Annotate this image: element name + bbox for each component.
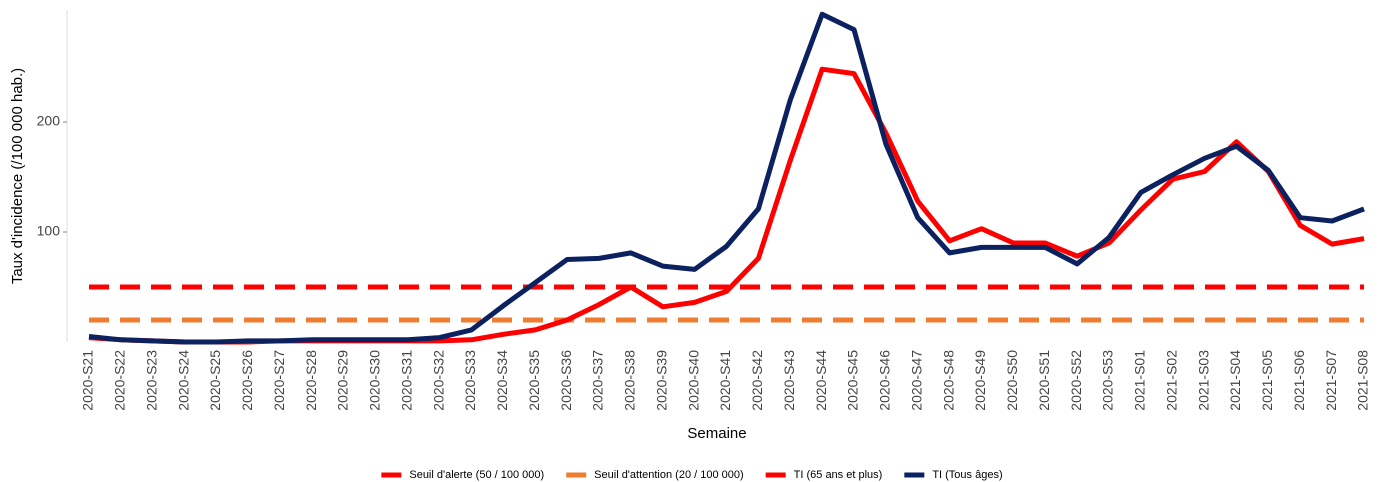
- y-tick-label: 100: [37, 223, 61, 239]
- x-tick-label: 2020-S23: [143, 350, 159, 411]
- x-tick-label: 2020-S51: [1036, 350, 1052, 411]
- legend-label: TI (65 ans et plus): [794, 469, 883, 481]
- y-axis-title: Taux d'incidence (/100 000 hab.): [9, 68, 26, 284]
- x-tick-label: 2020-S39: [653, 350, 669, 411]
- x-tick-label: 2020-S21: [80, 350, 96, 411]
- x-tick-label: 2020-S42: [749, 350, 765, 411]
- x-tick-label: 2020-S33: [462, 350, 478, 411]
- y-tick-label: 200: [37, 113, 61, 129]
- x-tick-label: 2020-S34: [494, 350, 510, 411]
- x-tick-label: 2020-S29: [335, 350, 351, 411]
- legend-label: Seuil d'attention (20 / 100 000): [594, 469, 743, 481]
- x-tick-label: 2020-S32: [430, 350, 446, 411]
- x-tick-label: 2020-S35: [526, 350, 542, 411]
- x-tick-label: 2020-S47: [908, 350, 924, 411]
- x-tick-label: 2021-S06: [1291, 350, 1307, 411]
- x-tick-label: 2021-S01: [1132, 350, 1148, 411]
- x-tick-label: 2020-S30: [367, 350, 383, 411]
- x-tick-label: 2020-S26: [239, 350, 255, 411]
- x-tick-label: 2020-S49: [972, 350, 988, 411]
- legend-label: Seuil d'alerte (50 / 100 000): [409, 469, 544, 481]
- x-tick-label: 2020-S41: [717, 350, 733, 411]
- x-tick-label: 2020-S43: [781, 350, 797, 411]
- series-line: [88, 11, 1365, 345]
- x-tick-label: 2020-S31: [398, 350, 414, 411]
- x-tick-label: 2020-S27: [271, 350, 287, 411]
- series-line: [88, 66, 1365, 345]
- x-tick-label: 2020-S46: [877, 350, 893, 411]
- x-tick-label: 2021-S02: [1163, 350, 1179, 411]
- x-tick-label: 2020-S48: [940, 350, 956, 411]
- x-tick-label: 2020-S52: [1068, 350, 1084, 411]
- x-axis-title: Semaine: [687, 425, 746, 442]
- x-tick-label: 2021-S04: [1227, 350, 1243, 411]
- x-tick-label: 2020-S38: [622, 350, 638, 411]
- x-tick-label: 2020-S45: [845, 350, 861, 411]
- x-tick-label: 2021-S03: [1195, 350, 1211, 411]
- x-tick-label: 2021-S07: [1323, 350, 1339, 411]
- x-tick-label: 2020-S28: [303, 350, 319, 411]
- x-tick-label: 2020-S50: [1004, 350, 1020, 411]
- x-tick-label: 2020-S22: [112, 350, 128, 411]
- x-tick-label: 2021-S05: [1259, 350, 1275, 411]
- x-tick-label: 2020-S36: [558, 350, 574, 411]
- x-tick-label: 2021-S08: [1355, 350, 1371, 411]
- x-tick-label: 2020-S24: [175, 350, 191, 411]
- x-tick-label: 2020-S37: [590, 350, 606, 411]
- x-tick-label: 2020-S25: [207, 350, 223, 411]
- x-tick-label: 2020-S44: [813, 350, 829, 411]
- legend-label: TI (Tous âges): [932, 469, 1002, 481]
- x-tick-label: 2020-S40: [685, 350, 701, 411]
- x-tick-label: 2020-S53: [1100, 350, 1116, 411]
